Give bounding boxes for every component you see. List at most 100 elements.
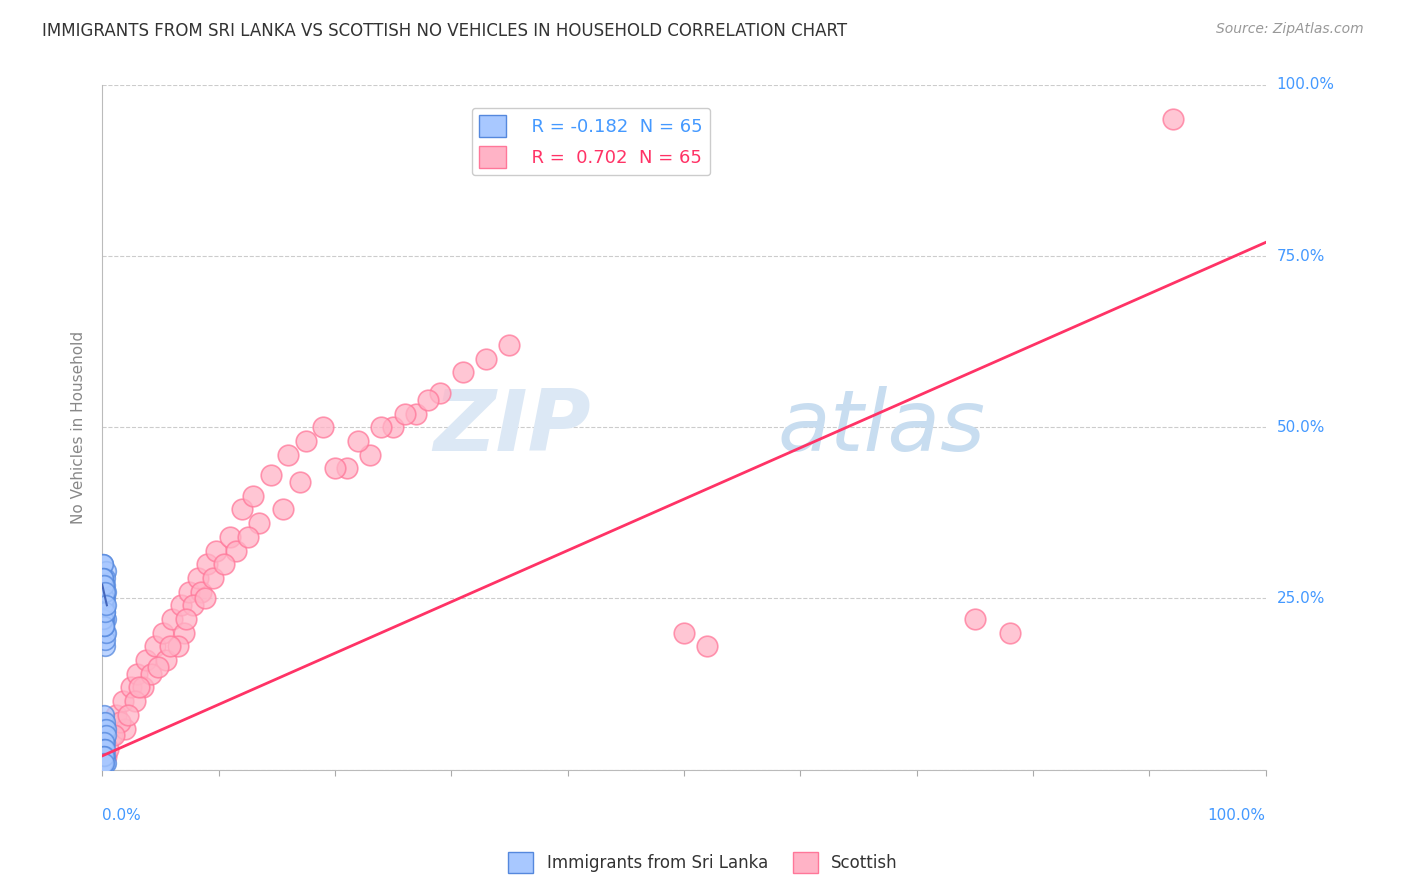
Point xyxy=(93,735,115,749)
Point xyxy=(108,714,131,729)
Point xyxy=(295,434,318,448)
Point xyxy=(93,599,115,613)
Point xyxy=(187,571,209,585)
Point xyxy=(91,748,114,763)
Point xyxy=(159,640,181,654)
Point xyxy=(347,434,370,448)
Point xyxy=(94,591,117,606)
Point xyxy=(155,653,177,667)
Point xyxy=(105,707,128,722)
Point xyxy=(94,748,117,763)
Point xyxy=(139,666,162,681)
Point xyxy=(94,599,117,613)
Text: IMMIGRANTS FROM SRI LANKA VS SCOTTISH NO VEHICLES IN HOUSEHOLD CORRELATION CHART: IMMIGRANTS FROM SRI LANKA VS SCOTTISH NO… xyxy=(42,22,848,40)
Point xyxy=(173,625,195,640)
Point xyxy=(335,461,357,475)
Point xyxy=(93,619,115,633)
Point xyxy=(94,756,117,770)
Point xyxy=(179,584,201,599)
Text: 100.0%: 100.0% xyxy=(1208,808,1265,823)
Point xyxy=(94,722,117,736)
Point xyxy=(323,461,346,475)
Point xyxy=(242,489,264,503)
Point xyxy=(91,756,114,770)
Point xyxy=(91,612,114,626)
Point xyxy=(271,502,294,516)
Point xyxy=(93,591,115,606)
Text: 100.0%: 100.0% xyxy=(1277,78,1334,93)
Point xyxy=(91,599,114,613)
Point xyxy=(120,681,142,695)
Text: 25.0%: 25.0% xyxy=(1277,591,1324,606)
Point xyxy=(94,714,117,729)
Point xyxy=(91,571,114,585)
Point xyxy=(94,564,117,578)
Point xyxy=(370,420,392,434)
Point xyxy=(93,605,115,619)
Point xyxy=(672,625,695,640)
Point xyxy=(214,558,236,572)
Point xyxy=(696,640,718,654)
Point xyxy=(93,756,115,770)
Point xyxy=(93,612,115,626)
Point xyxy=(963,612,986,626)
Point xyxy=(146,660,169,674)
Point xyxy=(1161,112,1184,127)
Point xyxy=(143,640,166,654)
Point xyxy=(94,612,117,626)
Point xyxy=(93,584,115,599)
Point xyxy=(93,591,115,606)
Point xyxy=(93,735,115,749)
Text: 50.0%: 50.0% xyxy=(1277,420,1324,434)
Point xyxy=(260,468,283,483)
Point xyxy=(359,448,381,462)
Point xyxy=(94,728,117,742)
Text: Source: ZipAtlas.com: Source: ZipAtlas.com xyxy=(1216,22,1364,37)
Point xyxy=(114,722,136,736)
Point xyxy=(94,605,117,619)
Text: atlas: atlas xyxy=(778,385,986,469)
Point xyxy=(93,578,115,592)
Point xyxy=(181,599,204,613)
Point xyxy=(236,530,259,544)
Point xyxy=(475,351,498,366)
Point xyxy=(91,584,114,599)
Legend:   R = -0.182  N = 65,   R =  0.702  N = 65: R = -0.182 N = 65, R = 0.702 N = 65 xyxy=(471,108,710,175)
Point xyxy=(91,578,114,592)
Point xyxy=(93,578,115,592)
Point xyxy=(117,707,139,722)
Point xyxy=(94,742,117,756)
Point xyxy=(96,625,118,640)
Point xyxy=(93,722,115,736)
Point xyxy=(91,728,114,742)
Point xyxy=(91,578,114,592)
Point xyxy=(429,386,451,401)
Y-axis label: No Vehicles in Household: No Vehicles in Household xyxy=(72,331,86,524)
Point xyxy=(97,742,120,756)
Point xyxy=(93,748,115,763)
Point xyxy=(416,392,439,407)
Point xyxy=(93,707,115,722)
Point xyxy=(152,625,174,640)
Point xyxy=(91,558,114,572)
Point xyxy=(998,625,1021,640)
Point xyxy=(174,612,197,626)
Point xyxy=(93,756,115,770)
Point xyxy=(94,632,117,647)
Point xyxy=(103,728,125,742)
Point xyxy=(93,742,115,756)
Point xyxy=(93,619,115,633)
Point xyxy=(93,571,115,585)
Point xyxy=(405,407,427,421)
Point xyxy=(194,591,217,606)
Point xyxy=(94,748,117,763)
Point xyxy=(394,407,416,421)
Point xyxy=(225,543,247,558)
Point xyxy=(205,543,228,558)
Point xyxy=(247,516,270,530)
Point xyxy=(94,584,117,599)
Text: 0.0%: 0.0% xyxy=(103,808,141,823)
Point xyxy=(135,653,157,667)
Point xyxy=(91,714,114,729)
Point xyxy=(94,578,117,592)
